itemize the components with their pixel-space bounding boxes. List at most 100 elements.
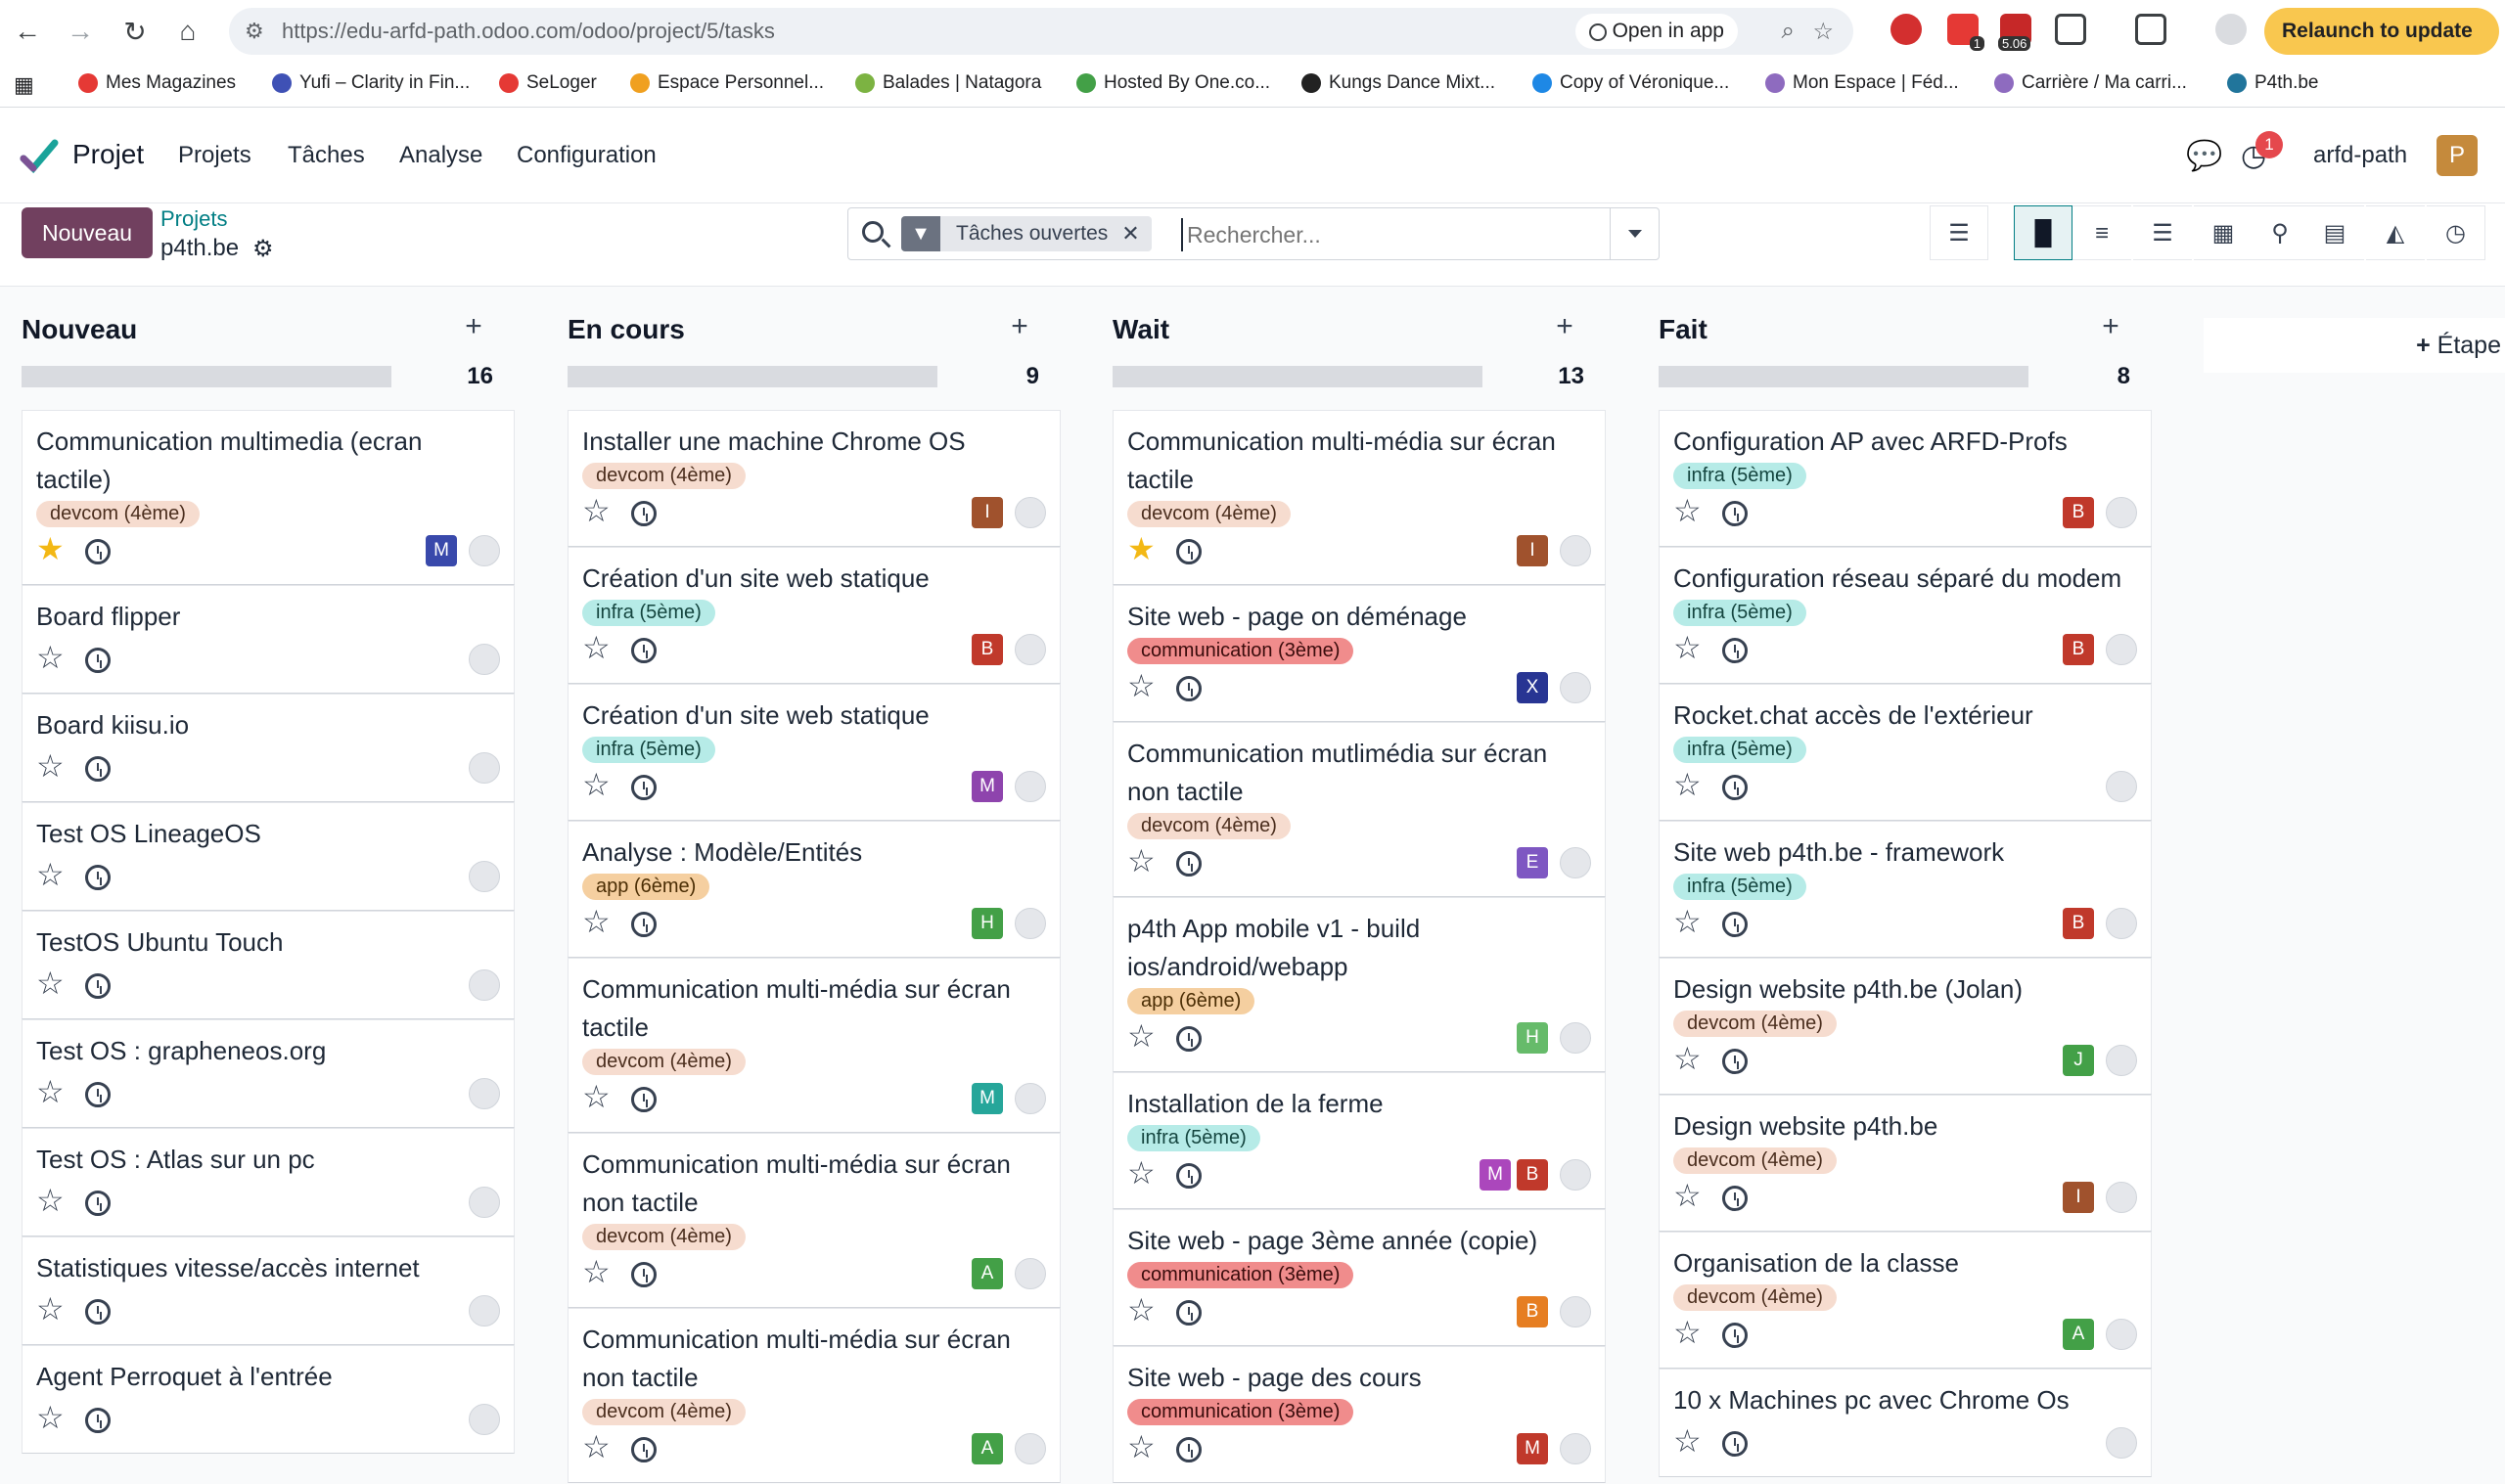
bookmark-item[interactable]: Mes Magazines xyxy=(78,72,236,94)
task-card[interactable]: Agent Perroquet à l'entrée ☆ xyxy=(22,1345,515,1454)
column-title[interactable]: Nouveau xyxy=(22,314,138,344)
gear-icon[interactable]: ⚙ xyxy=(252,236,274,262)
home-icon[interactable]: ⌂ xyxy=(179,16,197,46)
bookmark-item[interactable]: Hosted By One.co... xyxy=(1076,72,1270,94)
quick-create-plus-icon[interactable]: + xyxy=(465,310,482,342)
priority-star-icon[interactable]: ☆ xyxy=(1673,1041,1702,1076)
activity-clock-icon[interactable] xyxy=(1722,1431,1748,1457)
back-arrow-icon[interactable]: ← xyxy=(14,16,41,46)
task-card[interactable]: Communication multi-média sur écran tact… xyxy=(1113,410,1606,585)
column-progress-bar[interactable] xyxy=(1659,366,2028,387)
new-task-button[interactable]: Nouveau xyxy=(22,207,153,258)
activity-clock-icon[interactable] xyxy=(1176,851,1202,877)
kanban-state-icon[interactable] xyxy=(469,1187,500,1218)
activity-clock-icon[interactable] xyxy=(1722,1049,1748,1074)
kanban-state-icon[interactable] xyxy=(469,535,500,566)
task-title[interactable]: Board flipper xyxy=(36,602,181,631)
priority-star-icon[interactable]: ☆ xyxy=(582,493,611,528)
assignee-avatar[interactable]: E xyxy=(1517,847,1548,878)
bookmark-item[interactable]: Carrière / Ma carri... xyxy=(1994,72,2187,94)
open-in-app-button[interactable]: Open in app xyxy=(1574,14,1738,49)
bookmark-item[interactable]: Balades | Natagora xyxy=(855,72,1041,94)
calendar-view-icon[interactable]: ▦ xyxy=(2194,205,2253,260)
priority-star-icon[interactable]: ☆ xyxy=(582,1254,611,1289)
activity-clock-icon[interactable] xyxy=(1176,1163,1202,1189)
priority-star-icon[interactable]: ★ xyxy=(36,531,65,566)
opera-extension-icon[interactable] xyxy=(1890,14,1922,45)
activity-clock-icon[interactable] xyxy=(85,865,111,890)
task-title[interactable]: Site web p4th.be - framework xyxy=(1673,837,2005,867)
activity-clock-icon[interactable] xyxy=(1176,676,1202,701)
column-progress-bar[interactable] xyxy=(568,366,937,387)
activity-clock-icon[interactable] xyxy=(85,973,111,999)
task-title[interactable]: Communication mutlimédia sur écran non t… xyxy=(1127,739,1548,806)
menu-taches[interactable]: Tâches xyxy=(288,142,365,168)
activity-clock-icon[interactable] xyxy=(1176,1300,1202,1326)
kanban-view-icon[interactable]: ▐▌ xyxy=(2014,205,2072,260)
list-view-icon[interactable]: ≡ xyxy=(2072,205,2131,260)
add-stage-button[interactable]: + Étape xyxy=(2204,318,2505,373)
forward-arrow-icon[interactable]: → xyxy=(67,16,94,46)
column-title[interactable]: Fait xyxy=(1659,314,1708,344)
assignee-avatar[interactable]: M xyxy=(1480,1159,1511,1191)
task-card[interactable]: Configuration réseau séparé du modem infr… xyxy=(1659,547,2152,684)
task-title[interactable]: Analyse : Modèle/Entités xyxy=(582,837,863,867)
kanban-state-icon[interactable] xyxy=(469,861,500,892)
assignee-avatar[interactable]: B xyxy=(2063,634,2094,665)
activity-clock-icon[interactable] xyxy=(631,638,657,663)
activity-clock-icon[interactable] xyxy=(1722,638,1748,663)
task-title[interactable]: Configuration réseau séparé du modem xyxy=(1673,563,2122,593)
bookmark-item[interactable]: P4th.be xyxy=(2227,72,2319,94)
task-title[interactable]: Création d'un site web statique xyxy=(582,563,930,593)
activity-clock-icon[interactable] xyxy=(1176,1026,1202,1052)
priority-star-icon[interactable]: ☆ xyxy=(582,630,611,665)
task-card[interactable]: Organisation de la classe devcom (4ème) ☆ A xyxy=(1659,1232,2152,1369)
priority-star-icon[interactable]: ☆ xyxy=(1127,1292,1156,1327)
kanban-state-icon[interactable] xyxy=(469,1295,500,1327)
bookmark-item[interactable]: Copy of Véronique... xyxy=(1532,72,1729,94)
task-title[interactable]: Site web - page 3ème année (copie) xyxy=(1127,1226,1538,1255)
kanban-state-icon[interactable] xyxy=(1560,535,1591,566)
priority-star-icon[interactable]: ☆ xyxy=(1673,904,1702,939)
assignee-avatar[interactable]: M xyxy=(1517,1433,1548,1464)
activity-clock-icon[interactable] xyxy=(1722,775,1748,800)
activity-clock-icon[interactable] xyxy=(85,1408,111,1433)
kanban-state-icon[interactable] xyxy=(469,752,500,784)
column-title[interactable]: Wait xyxy=(1113,314,1170,344)
calendar-extension-icon[interactable]: 1 xyxy=(1947,14,1984,51)
activity-clock-icon[interactable] xyxy=(85,756,111,782)
assignee-avatar[interactable]: I xyxy=(2063,1182,2094,1213)
kanban-state-icon[interactable] xyxy=(469,969,500,1001)
task-card[interactable]: Installer une machine Chrome OS devcom (4… xyxy=(568,410,1061,547)
activity-clock-icon[interactable] xyxy=(1722,912,1748,937)
kanban-state-icon[interactable] xyxy=(469,1078,500,1109)
priority-star-icon[interactable]: ☆ xyxy=(1127,1429,1156,1464)
assignee-avatar[interactable]: J xyxy=(2063,1045,2094,1076)
task-title[interactable]: Design website p4th.be xyxy=(1673,1111,1938,1141)
task-card[interactable]: Design website p4th.be (Jolan) devcom (4è… xyxy=(1659,958,2152,1095)
task-card[interactable]: Communication multi-média sur écran non … xyxy=(568,1308,1061,1483)
task-title[interactable]: TestOS Ubuntu Touch xyxy=(36,927,284,957)
priority-star-icon[interactable]: ☆ xyxy=(1673,630,1702,665)
task-title[interactable]: Communication multimedia (ecran tactile) xyxy=(36,427,423,494)
speed-extension-icon[interactable]: 5.06 xyxy=(1998,14,2031,51)
site-info-icon[interactable]: ⚙ xyxy=(245,19,264,43)
task-card[interactable]: Statistiques vitesse/accès internet ☆ xyxy=(22,1237,515,1345)
task-card[interactable]: Communication multi-média sur écran non … xyxy=(568,1133,1061,1308)
task-title[interactable]: Communication multi-média sur écran tact… xyxy=(1127,427,1556,494)
activity-view-icon[interactable]: ◷ xyxy=(2427,205,2485,260)
task-card[interactable]: Configuration AP avec ARFD-Profs infra (5… xyxy=(1659,410,2152,547)
assignee-avatar[interactable]: B xyxy=(2063,908,2094,939)
priority-star-icon[interactable]: ☆ xyxy=(36,857,65,892)
url-text[interactable]: https://edu-arfd-path.odoo.com/odoo/proj… xyxy=(282,19,775,43)
task-title[interactable]: Communication multi-média sur écran non … xyxy=(582,1149,1011,1217)
assignee-avatar[interactable]: B xyxy=(2063,497,2094,528)
priority-star-icon[interactable]: ☆ xyxy=(36,1400,65,1435)
quick-create-plus-icon[interactable]: + xyxy=(1011,310,1028,342)
app-name[interactable]: Projet xyxy=(72,139,145,169)
task-card[interactable]: Création d'un site web statique infra (5è… xyxy=(568,684,1061,821)
profile-icon[interactable] xyxy=(2215,14,2247,45)
kanban-state-icon[interactable] xyxy=(1015,497,1046,528)
kanban-state-icon[interactable] xyxy=(1560,1296,1591,1327)
priority-star-icon[interactable]: ☆ xyxy=(582,767,611,802)
